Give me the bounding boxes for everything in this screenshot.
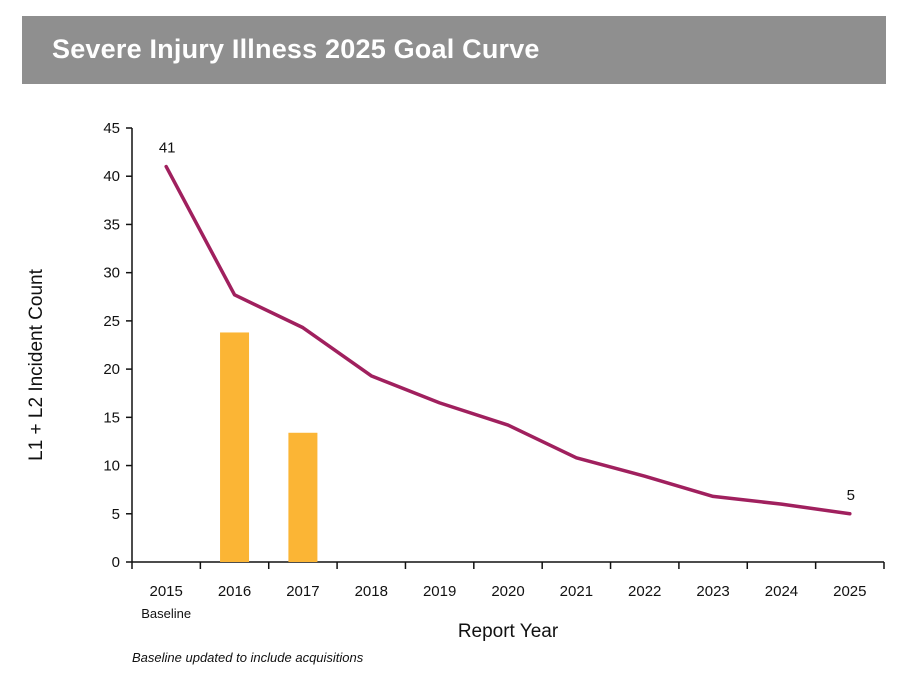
chart-title: Severe Injury Illness 2025 Goal Curve [52,34,540,64]
title-bar: Severe Injury Illness 2025 Goal Curve [22,16,886,84]
bar-2017 [288,432,318,562]
x-tick-label: 2025 [833,583,866,600]
chart-footnote: Baseline updated to include acquisitions [132,650,364,665]
y-tick-label: 15 [103,409,120,426]
x-tick-label: 2019 [423,583,456,600]
x-tick-label: 2018 [355,583,388,600]
x-tick-label: 2021 [560,583,593,600]
x-tick-sublabel: Baseline [141,606,191,621]
x-axis-title: Report Year [458,621,559,642]
x-tick-label: 2023 [696,583,729,600]
x-tick-label: 2016 [218,583,251,600]
bar-2016 [220,332,250,562]
x-tick-label: 2020 [491,583,524,600]
x-tick-label: 2022 [628,583,661,600]
line-layer [164,164,852,516]
goal-curve-line [164,164,852,516]
y-tick-label: 35 [103,216,120,233]
y-axis-title: L1 + L2 Incident Count [26,268,47,460]
y-tick-label: 40 [103,168,120,185]
bars-layer [220,332,318,562]
y-tick-label: 45 [103,120,120,137]
x-tick-label: 2017 [286,583,319,600]
y-tick-label: 20 [103,361,120,378]
y-tick-label: 25 [103,313,120,330]
y-tick-label: 30 [103,265,120,282]
x-tick-label: 2024 [765,583,798,600]
labels-layer: 41 5 [159,140,855,504]
y-tick-label: 5 [112,506,120,523]
x-tick-label: 2015 [149,583,182,600]
data-label-2015: 41 [159,140,176,157]
y-tick-label: 0 [112,554,120,571]
data-label-2025: 5 [847,487,855,504]
y-tick-label: 10 [103,458,120,475]
